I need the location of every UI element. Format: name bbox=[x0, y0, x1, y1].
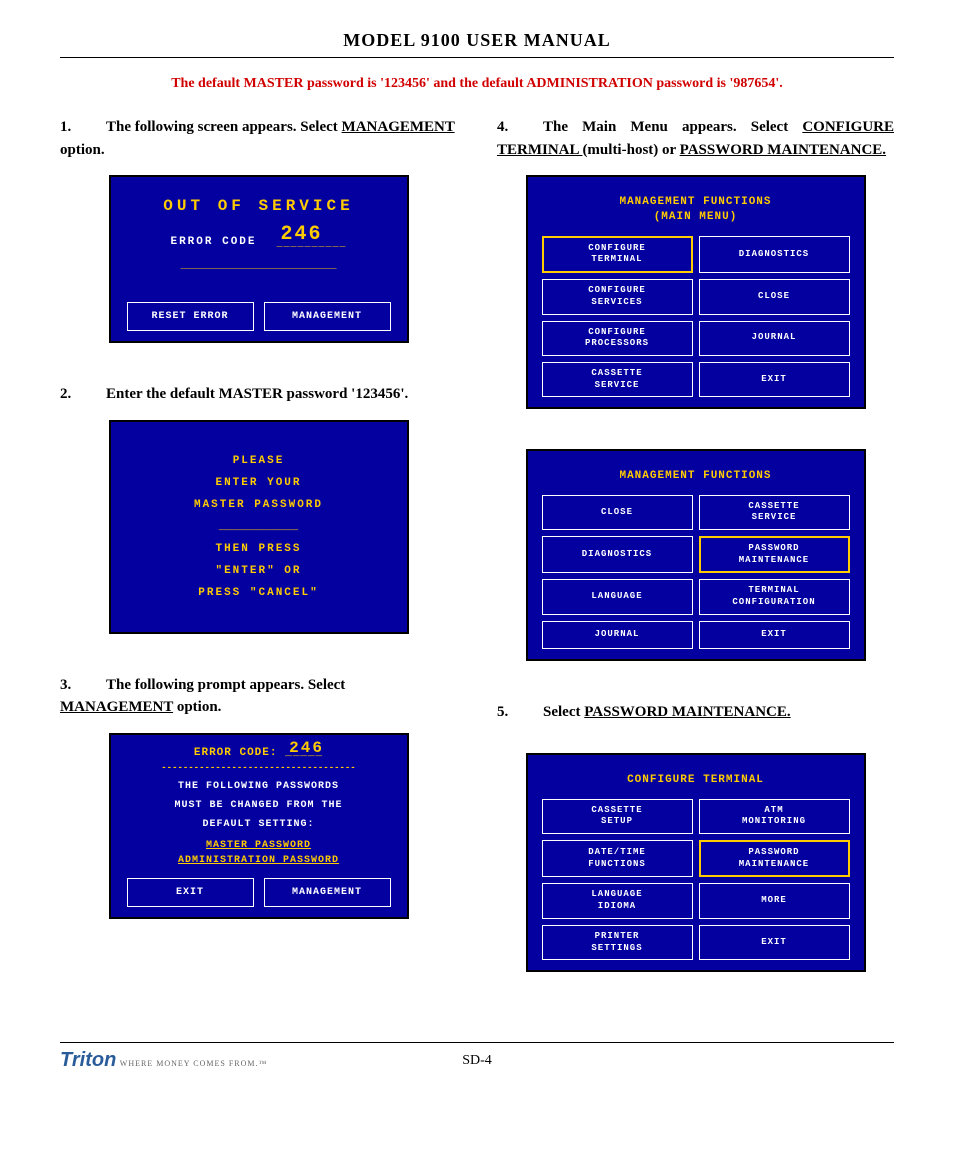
screen-configure-terminal: CONFIGURE TERMINAL CASSETTESETUP ATMMONI… bbox=[526, 753, 866, 972]
ep-l5: "ENTER" OR bbox=[131, 560, 387, 582]
journal-button-2[interactable]: JOURNAL bbox=[542, 621, 693, 649]
exit-button-3[interactable]: EXIT bbox=[699, 621, 850, 649]
step-1-text-b: MANAGEMENT bbox=[342, 119, 455, 135]
mm-grid: CONFIGURETERMINAL DIAGNOSTICS CONFIGURES… bbox=[538, 236, 854, 398]
enter-pwd-text: PLEASE ENTER YOUR MASTER PASSWORD ______… bbox=[121, 432, 397, 622]
right-column: 4.The Main Menu appears. Select CONFIGUR… bbox=[497, 116, 894, 1012]
reset-error-button[interactable]: RESET ERROR bbox=[127, 302, 254, 331]
page-title: MODEL 9100 USER MANUAL bbox=[60, 30, 894, 58]
step-4-text-a: The Main Menu appears. Select bbox=[543, 119, 802, 135]
step-4-text-c: (multi-host) or bbox=[582, 142, 679, 158]
step-1-text-c: option. bbox=[60, 142, 105, 158]
pp-err-label: ERROR CODE: bbox=[194, 747, 278, 759]
journal-button[interactable]: JOURNAL bbox=[699, 321, 850, 356]
step-2-text: Enter the default MASTER password '12345… bbox=[106, 386, 408, 402]
triton-logo: Triton bbox=[60, 1049, 116, 1071]
step-5-text-a: Select bbox=[543, 704, 584, 720]
oos-dash: __________________________ bbox=[121, 261, 397, 272]
pp-dash: ------------------------------------ bbox=[121, 763, 397, 773]
ep-l3: MASTER PASSWORD bbox=[131, 494, 387, 516]
password-maintenance-button[interactable]: PASSWORDMAINTENANCE bbox=[699, 536, 850, 573]
exit-button-4[interactable]: EXIT bbox=[699, 925, 850, 960]
content-columns: 1.The following screen appears. Select M… bbox=[60, 116, 894, 1012]
step-3-text-c: option. bbox=[173, 699, 221, 715]
oos-title: OUT OF SERVICE bbox=[121, 187, 397, 227]
date-time-functions-button[interactable]: DATE/TIMEFUNCTIONS bbox=[542, 840, 693, 877]
default-password-notice: The default MASTER password is '123456' … bbox=[60, 76, 894, 92]
screen-password-prompt: ERROR CODE: _____ 246 ------------------… bbox=[109, 733, 409, 919]
cassette-service-button-2[interactable]: CASSETTESERVICE bbox=[699, 495, 850, 530]
mm-title-1: MANAGEMENT FUNCTIONS bbox=[538, 195, 854, 210]
step-5-text-b: PASSWORD MAINTENANCE. bbox=[584, 704, 790, 720]
footer-logo-block: Triton WHERE MONEY COMES FROM.™ bbox=[60, 1049, 267, 1072]
pp-p1: MASTER PASSWORD bbox=[121, 838, 397, 853]
ep-l2: ENTER YOUR bbox=[131, 472, 387, 494]
management-button-1[interactable]: MANAGEMENT bbox=[264, 302, 391, 331]
configure-services-button[interactable]: CONFIGURESERVICES bbox=[542, 279, 693, 314]
language-button[interactable]: LANGUAGE bbox=[542, 579, 693, 614]
terminal-configuration-button[interactable]: TERMINALCONFIGURATION bbox=[699, 579, 850, 614]
configure-processors-button[interactable]: CONFIGUREPROCESSORS bbox=[542, 321, 693, 356]
mm-title: MANAGEMENT FUNCTIONS (MAIN MENU) bbox=[538, 187, 854, 236]
oos-error-value: 246 bbox=[281, 223, 323, 246]
ep-dash: ____________ bbox=[131, 516, 387, 538]
exit-button-2[interactable]: EXIT bbox=[699, 362, 850, 397]
step-5-num: 5. bbox=[497, 701, 543, 724]
oos-error-label: ERROR CODE bbox=[170, 236, 256, 248]
step-3: 3.The following prompt appears. Select M… bbox=[60, 674, 457, 719]
pp-l1: THE FOLLOWING PASSWORDS bbox=[129, 777, 389, 796]
pp-l3: DEFAULT SETTING: bbox=[129, 815, 389, 834]
oos-error-row: ERROR CODE __________ 246 bbox=[121, 227, 397, 257]
page-number: SD-4 bbox=[462, 1053, 492, 1069]
page-footer: Triton WHERE MONEY COMES FROM.™ SD-4 bbox=[60, 1042, 894, 1072]
more-button[interactable]: MORE bbox=[699, 883, 850, 918]
diagnostics-button[interactable]: DIAGNOSTICS bbox=[699, 236, 850, 273]
password-maintenance-button-2[interactable]: PASSWORDMAINTENANCE bbox=[699, 840, 850, 877]
step-1-num: 1. bbox=[60, 116, 106, 139]
step-4-num: 4. bbox=[497, 116, 543, 139]
diagnostics-button-2[interactable]: DIAGNOSTICS bbox=[542, 536, 693, 573]
step-4: 4.The Main Menu appears. Select CONFIGUR… bbox=[497, 116, 894, 161]
step-2: 2.Enter the default MASTER password '123… bbox=[60, 383, 457, 406]
language-idioma-button[interactable]: LANGUAGEIDIOMA bbox=[542, 883, 693, 918]
triton-tagline: WHERE MONEY COMES FROM.™ bbox=[120, 1059, 268, 1068]
ct-title: CONFIGURE TERMINAL bbox=[538, 765, 854, 798]
cassette-setup-button[interactable]: CASSETTESETUP bbox=[542, 799, 693, 834]
step-4-text-d: PASSWORD MAINTENANCE. bbox=[680, 142, 886, 158]
configure-terminal-button[interactable]: CONFIGURETERMINAL bbox=[542, 236, 693, 273]
cassette-service-button[interactable]: CASSETTESERVICE bbox=[542, 362, 693, 397]
step-3-text-b: MANAGEMENT bbox=[60, 699, 173, 715]
ct-grid: CASSETTESETUP ATMMONITORING DATE/TIMEFUN… bbox=[538, 799, 854, 961]
atm-monitoring-button[interactable]: ATMMONITORING bbox=[699, 799, 850, 834]
management-button-2[interactable]: MANAGEMENT bbox=[264, 878, 391, 907]
screen-out-of-service: OUT OF SERVICE ERROR CODE __________ 246… bbox=[109, 175, 409, 343]
pp-err-val: 246 bbox=[289, 739, 324, 757]
mm-title-2: (MAIN MENU) bbox=[538, 210, 854, 225]
step-3-text-a: The following prompt appears. Select bbox=[106, 677, 345, 693]
mf-grid: CLOSE CASSETTESERVICE DIAGNOSTICS PASSWO… bbox=[538, 495, 854, 649]
step-3-num: 3. bbox=[60, 674, 106, 697]
mf-title: MANAGEMENT FUNCTIONS bbox=[538, 461, 854, 494]
pp-body: THE FOLLOWING PASSWORDS MUST BE CHANGED … bbox=[121, 773, 397, 838]
screen-main-menu: MANAGEMENT FUNCTIONS (MAIN MENU) CONFIGU… bbox=[526, 175, 866, 409]
pp-p2: ADMINISTRATION PASSWORD bbox=[121, 853, 397, 868]
close-button[interactable]: CLOSE bbox=[699, 279, 850, 314]
step-2-num: 2. bbox=[60, 383, 106, 406]
ep-l1: PLEASE bbox=[131, 450, 387, 472]
screen-mgmt-functions: MANAGEMENT FUNCTIONS CLOSE CASSETTESERVI… bbox=[526, 449, 866, 661]
ep-l4: THEN PRESS bbox=[131, 538, 387, 560]
printer-settings-button[interactable]: PRINTERSETTINGS bbox=[542, 925, 693, 960]
screen-enter-password: PLEASE ENTER YOUR MASTER PASSWORD ______… bbox=[109, 420, 409, 634]
step-5: 5.Select PASSWORD MAINTENANCE. bbox=[497, 701, 894, 724]
close-button-2[interactable]: CLOSE bbox=[542, 495, 693, 530]
left-column: 1.The following screen appears. Select M… bbox=[60, 116, 457, 1012]
step-1: 1.The following screen appears. Select M… bbox=[60, 116, 457, 161]
ep-l6: PRESS "CANCEL" bbox=[131, 582, 387, 604]
step-1-text-a: The following screen appears. Select bbox=[106, 119, 342, 135]
exit-button-1[interactable]: EXIT bbox=[127, 878, 254, 907]
pp-l2: MUST BE CHANGED FROM THE bbox=[129, 796, 389, 815]
